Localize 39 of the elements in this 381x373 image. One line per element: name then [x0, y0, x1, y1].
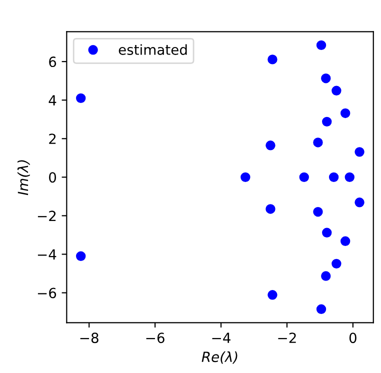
- point: [299, 172, 309, 182]
- x-axis-title: Re(λ): [202, 351, 238, 364]
- point: [344, 172, 354, 182]
- y-tick-label: 4: [48, 95, 56, 106]
- point: [321, 271, 331, 281]
- y-tick-label: −4: [38, 249, 56, 260]
- point: [316, 304, 326, 314]
- point: [354, 147, 364, 157]
- point: [313, 138, 323, 148]
- x-tick-label: −4: [212, 332, 230, 343]
- point: [240, 172, 250, 182]
- point: [76, 93, 86, 104]
- point: [321, 73, 331, 84]
- y-tick-label: −2: [38, 210, 56, 221]
- point: [354, 198, 364, 208]
- point: [340, 236, 350, 246]
- x-tick-label: −2: [278, 332, 296, 343]
- x-tick-label: −6: [146, 332, 164, 344]
- point: [322, 228, 332, 238]
- point: [76, 251, 86, 262]
- x-tick-label: −8: [80, 332, 98, 344]
- point: [328, 172, 339, 182]
- point: [268, 54, 278, 64]
- y-tick-label: −6: [38, 288, 56, 298]
- y-axis-title: Im(λ): [17, 160, 30, 196]
- legend-label: estimated: [118, 44, 187, 55]
- point: [266, 140, 276, 150]
- point: [340, 108, 350, 118]
- point: [322, 116, 332, 127]
- point: [332, 86, 342, 96]
- y-tick-label: 2: [49, 134, 56, 144]
- point: [332, 258, 342, 269]
- x-tick-label: 0: [349, 332, 356, 344]
- point: [268, 290, 278, 300]
- point: [316, 40, 326, 50]
- y-tick-label: 0: [49, 172, 56, 183]
- point: [313, 206, 323, 217]
- y-tick-label: 6: [49, 56, 56, 68]
- point: [266, 204, 276, 214]
